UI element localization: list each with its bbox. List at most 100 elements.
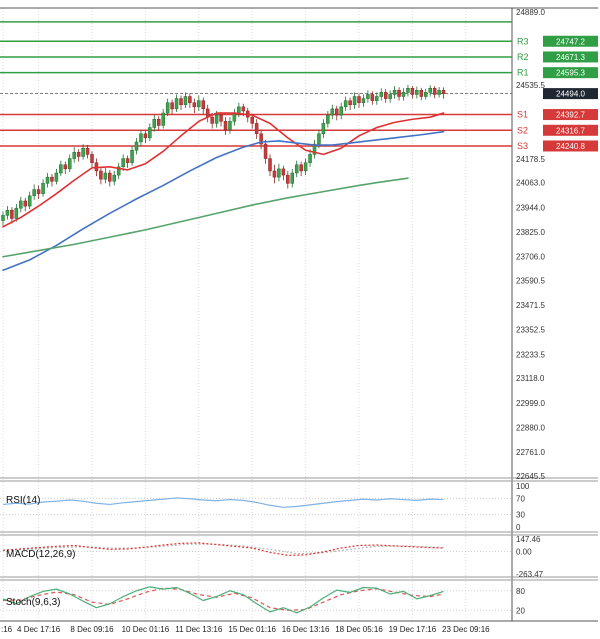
level-price-R3-text: 24747.2 [556,37,585,46]
price-tick-label: 23118.0 [516,374,545,383]
candle-body [170,102,174,110]
candle-body [76,152,81,157]
price-tick-label: 24063.0 [516,179,545,188]
candle-body [85,147,90,155]
candle-body [383,92,388,99]
candle-body [45,176,50,184]
macd-axis-label: 0.00 [516,547,532,556]
price-tick-label: 24535.5 [516,81,545,90]
date-label: 16 Dec 13:16 [282,625,330,634]
candle-body [339,106,343,116]
candle-body [27,195,32,207]
candle-body [343,100,348,108]
pivot-label-S3: S3 [517,141,528,151]
candle-body [415,90,419,95]
candle-body [103,172,108,180]
level-price-S3-text: 24240.8 [556,142,585,151]
candle-body [428,87,432,93]
candle-body [219,114,223,122]
candle-body [121,158,125,168]
macd-axis-label: -263.47 [516,570,544,579]
level-price-S2-text: 24316.7 [556,126,585,135]
stoch-d [2,587,444,611]
date-label: 18 Dec 05:16 [335,625,383,634]
date-label: 8 Dec 09:16 [70,625,114,634]
date-label: 23 Dec 09:16 [442,625,490,634]
candle-body [268,158,272,172]
candle-body [317,133,321,145]
date-label: 15 Dec 01:16 [228,625,276,634]
candle-body [228,121,232,130]
candle-body [152,119,157,128]
candle-body [441,90,446,94]
candle-body [192,102,197,108]
date-label: 11 Dec 13:16 [175,625,223,634]
ma-slow-green [2,177,409,258]
candle-body [54,172,59,182]
candle-body [361,98,366,103]
candle-body [424,92,428,97]
candle-body [125,158,130,163]
price-tick-label: 23590.5 [516,276,545,285]
candle-body [326,114,330,124]
rsi-axis-label: 70 [516,494,525,503]
pivot-label-R1: R1 [517,68,529,78]
stoch-axis-label: 80 [516,587,525,596]
candle-body [392,90,397,95]
macd-axis-label: 147.46 [516,535,541,544]
level-price-R1-box [543,67,598,79]
candle-body [312,143,317,155]
candle-body [19,200,23,209]
candle-body [214,114,219,124]
candle-body [437,90,441,95]
ma-mid-blue [2,130,445,272]
price-tick-label: 23233.5 [516,350,545,359]
candle-body [388,94,392,99]
price-tick-label: 23825.0 [516,228,545,237]
rsi-axis-label: 30 [516,511,525,520]
candle-body [410,87,415,95]
price-tick-label: 23706.0 [516,253,545,262]
candle-body [254,123,259,134]
level-price-S3-box [543,140,598,152]
candle-body [250,116,254,124]
candle-body [23,200,27,207]
candle-body [299,164,303,172]
candle-body [210,116,214,124]
candle-body [108,172,112,182]
candle-body [352,96,357,106]
candle-body [348,100,352,106]
candle-body [99,170,103,180]
price-tick-label: 22761.0 [516,448,545,457]
level-price-R2-text: 24671.3 [556,53,585,62]
candle-body [263,143,268,159]
rsi-axis-label: 0 [516,523,521,532]
candle-body [130,150,134,163]
candle-body [370,94,375,101]
candle-body [401,92,406,97]
candle-body [148,127,152,139]
candle-body [223,121,228,130]
candle-body [10,209,14,219]
candle-body [161,112,165,126]
candle-body [366,94,370,99]
level-price-S2-box [543,124,598,136]
candle-body [139,133,143,143]
candle-body [179,98,183,106]
candle-body [259,133,263,145]
candle-body [290,172,294,184]
level-price-R3-box [543,35,598,47]
macd-title: MACD(12,26,9) [6,549,76,560]
candle-body [397,90,401,97]
candle-body [183,96,188,106]
price-tick-label: 22645.5 [516,472,545,481]
candle-body [188,96,192,103]
price-tick-label: 23352.5 [516,326,545,335]
macd-line [2,542,444,556]
price-tick-label: 22880.0 [516,423,545,432]
candle-body [81,147,85,157]
candle-body [32,189,36,197]
candle-body [197,100,201,108]
candle-body [308,154,312,163]
pivot-label-R2: R2 [517,52,529,62]
